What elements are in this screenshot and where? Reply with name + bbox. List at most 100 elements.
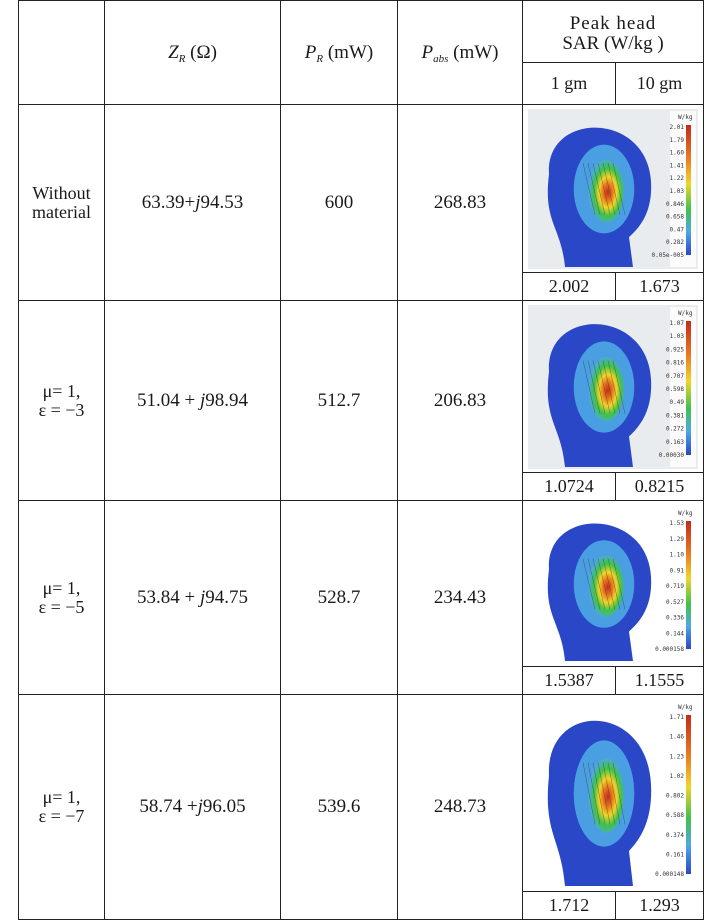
sar-scale-tick: 0.49 [670,399,685,406]
rule-col4 [522,0,523,920]
sar-color-scale [686,125,691,255]
sar-results-table: ZR (Ω) PR (mW) Pabs (mW) Peak head SAR (… [18,0,704,920]
row-1-pabs: 268.83 [398,105,522,300]
row-4-sar-1gm-value: 1.712 [548,895,590,916]
sar-scale-unit: W/kg [678,510,693,517]
sar-scale-tick: 1.02 [670,773,685,780]
row-2-zr: 51.04 + j98.94 [105,301,280,500]
sar-hotspot [588,159,624,223]
row-4-sar-10gm: 1.293 [616,892,703,919]
row-4-sar-10gm-value: 1.293 [639,895,680,916]
row-2-zr-value: 51.04 + j98.94 [137,389,248,411]
sar-scale-tick: 1.46 [670,734,685,741]
rule-right [703,0,704,920]
header-sar-1gm: 1 gm [550,73,588,94]
sar-hotspot [588,357,624,421]
row-2-zr-j: j [199,389,206,411]
header-zr: ZR (Ω) [105,1,280,104]
sar-scale-tick: 0.381 [666,412,684,419]
sar-scale-tick: 1.41 [670,162,685,169]
rule-row3-values [522,666,704,667]
sar-scale-tick: 0.282 [666,239,684,246]
sar-scale-tick: 0.163 [666,439,684,446]
sar-scale-tick: 1.22 [670,175,685,182]
row-3-pabs: 234.43 [398,501,522,694]
rule-header-bottom [18,104,704,105]
rule-sar-split-row1 [615,272,616,300]
rule-row3-bottom [18,694,704,695]
row-1-zr: 63.39+j94.53 [105,105,280,300]
row-1-sar-1gm-value: 2.002 [548,276,590,297]
row-2-sar-10gm-value: 0.8215 [634,476,685,497]
header-sar-line1: Peak head [569,13,657,35]
sar-scale-unit: W/kg [678,114,693,121]
rule-row2-values [522,472,704,473]
row-1-sar-1gm: 2.002 [523,273,615,300]
row-2-zr-real: 51.04 + [137,389,200,411]
row-2-sar-10gm: 0.8215 [616,473,703,500]
row-1-zr-j: j [195,191,201,213]
sar-scale-tick: 0.91 [670,567,685,574]
sar-scale-tick: 1.07 [670,320,685,327]
row-2-label: μ= 1, ε = −3 [19,301,104,500]
sar-scale-tick: 0.846 [666,201,684,208]
row-3-zr: 53.84 + j94.75 [105,501,280,694]
rule-left [18,0,19,920]
row-3-zr-j: j [199,586,206,608]
row-2-pabs-value: 206.83 [433,389,487,411]
row-2-pr-value: 512.7 [317,389,361,411]
row-3-sar-head-image: W/kg 1.53 1.29 1.10 0.91 0.719 0.527 0.336 0.144… [528,505,698,663]
rule-sar-split-row3 [615,666,616,694]
rule-bottom [18,919,704,920]
row-4-pr: 539.6 [281,695,397,919]
sar-scale-unit: W/kg [678,704,693,711]
row-2-sar-1gm: 1.0724 [523,473,615,500]
header-sar-title: Peak head SAR (W/kg ) [523,6,703,62]
sar-scale-tick: 0.144 [666,630,684,637]
row-4-sar-head-image: W/kg 1.71 1.46 1.23 1.02 0.802 0.588 0.374 0.161… [528,699,698,888]
header-pabs-sub: abs [433,52,449,65]
row-2-pabs: 206.83 [398,301,522,500]
row-3-zr-value: 53.84 + j94.75 [137,586,248,608]
sar-color-scale [686,715,691,874]
row-1-zr-real: 63.39+ [141,191,196,213]
sar-color-scale [686,321,691,455]
row-4-pr-value: 539.6 [317,796,361,818]
header-pr-sub: R [316,52,324,65]
row-1-label-line1: Without [32,182,91,203]
rule-sar-split-row4 [615,891,616,919]
row-3-label-line2: ε = −5 [38,596,85,617]
sar-scale-tick: 0.802 [666,793,684,800]
sar-scale-tick: 0.598 [666,386,684,393]
sar-scale-tick: 0.527 [666,599,684,606]
row-1-sar-10gm: 1.673 [616,273,703,300]
row-2-zr-imag: 98.94 [205,389,248,411]
rule-sar-split-header [615,62,616,104]
row-4-label-line2: ε = −7 [38,806,85,826]
header-pabs: Pabs (mW) [398,1,522,104]
row-4-zr-value: 58.74 +j96.05 [139,797,245,817]
header-pr-symbol: P [304,41,317,63]
sar-scale-tick: 0.925 [666,346,684,353]
sar-scale-tick: 0.374 [666,832,684,839]
rule-row1-values [522,272,704,273]
row-4-zr-j: j [197,796,203,818]
sar-scale-tick: 0.719 [666,583,684,590]
header-zr-sub: R [178,52,186,65]
rule-col3 [397,0,398,920]
row-4-zr-real: 58.74 + [139,796,198,818]
row-3-pr: 528.7 [281,501,397,694]
rule-row4-values [522,891,704,892]
row-2-pr: 512.7 [281,301,397,500]
sar-hotspot [588,758,624,833]
header-sar-line2: SAR (W/kg ) [562,33,664,54]
rule-top [18,0,704,1]
rule-sar-split-row2 [615,472,616,500]
sar-scale-tick: 1.79 [670,137,685,144]
sar-hotspot [588,555,624,617]
row-4-zr-imag: 96.05 [202,796,246,818]
row-4-sar-1gm: 1.712 [523,892,615,919]
row-3-sar-10gm: 1.1555 [616,667,703,694]
row-1-pabs-value: 268.83 [433,191,487,213]
sar-scale-tick: 0.000158 [655,646,684,653]
